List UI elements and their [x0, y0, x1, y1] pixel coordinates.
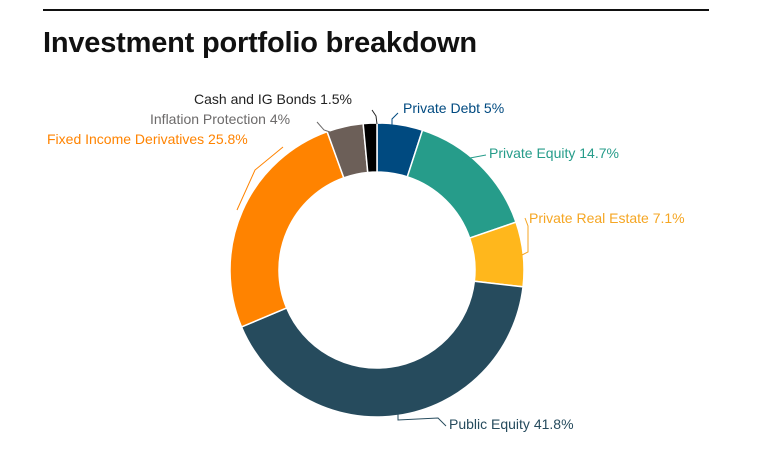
label-private-equity: Private Equity 14.7% [489, 145, 619, 161]
leader-line-fixed-income-derivatives [236, 146, 284, 211]
leader-line-private-real-estate [521, 217, 529, 256]
labels-group: Private Debt 5% Private Equity 14.7% Priva… [47, 91, 685, 432]
label-private-real-estate: Private Real Estate 7.1% [529, 210, 685, 226]
leader-line-private-debt [391, 112, 399, 126]
slice-public-equity [240, 280, 524, 418]
leader-lines-group [236, 109, 529, 427]
label-cash-and-ig-bonds: Cash and IG Bonds 1.5% [194, 91, 352, 107]
leader-line-public-equity [397, 414, 447, 427]
slice-fixed-income-derivatives [229, 130, 345, 328]
leader-line-cash-and-ig-bonds [371, 109, 378, 125]
label-fixed-income-derivatives: Fixed Income Derivatives 25.8% [47, 131, 248, 147]
chart-title: Investment portfolio breakdown [43, 27, 477, 59]
label-inflation-protection: Inflation Protection 4% [150, 111, 290, 127]
slice-cash-and-ig-bonds [362, 122, 378, 174]
label-public-equity: Public Equity 41.8% [449, 416, 574, 432]
label-private-debt: Private Debt 5% [403, 100, 504, 116]
leader-line-inflation-protection [316, 121, 331, 133]
leader-line-private-equity [459, 154, 487, 163]
top-rule [43, 9, 709, 11]
slices-group [229, 122, 525, 418]
